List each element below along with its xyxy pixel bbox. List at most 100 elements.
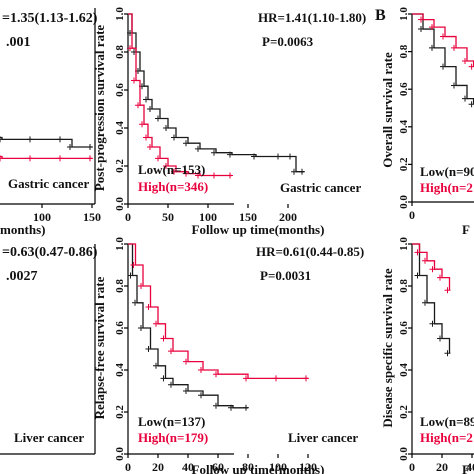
low-censor-mark [444, 350, 451, 357]
high-censor-mark [440, 33, 446, 40]
cancer-label: Gastric cancer [8, 176, 89, 191]
low-censor-mark [183, 140, 189, 147]
panel-left-bottom: =0.63(0.47-0.86) .0027 Liver cancer [0, 244, 98, 455]
x-tick-label: 200 [279, 210, 297, 224]
y-tick-label: 0.2 [114, 405, 126, 419]
high-censor-mark [130, 262, 137, 268]
high-censor-mark [139, 121, 145, 128]
x-tick-label: 0 [409, 208, 415, 222]
low-survival-curve [412, 243, 451, 354]
legend-high: High(n=179) [138, 430, 208, 445]
high-censor-mark [414, 249, 421, 256]
km-plot [412, 243, 451, 357]
low-censor-mark [227, 151, 233, 158]
legend-low: Low(n=137) [138, 414, 205, 429]
legend-low: Low(n=90 [420, 164, 474, 179]
y-tick-label: 0.0 [398, 195, 410, 209]
x-tick-label: 40 [182, 460, 194, 474]
panel-mid-bottom: Relapse-free survival rate 0.00.20.40.60… [92, 237, 364, 474]
low-censor-mark [462, 95, 468, 102]
low-censor-mark [0, 136, 3, 143]
y-tick-label: 0.8 [114, 279, 126, 293]
y-axis-label: Disease specific survival rate [380, 268, 395, 427]
y-ticks: 0.0 0.2 0.4 0.6 0.8 1.0 [114, 7, 128, 211]
panel-right-bottom: Disease specific survival rate 0.0 0.2 0.4… [380, 237, 474, 474]
x-tick-label: 60 [212, 460, 224, 474]
y-tick-label: 0.6 [398, 82, 410, 96]
p-text: P=0.0063 [262, 34, 314, 49]
high-censor-mark [183, 358, 189, 365]
y-tick-label: 0.4 [114, 363, 126, 377]
y-tick-label: 0.2 [114, 159, 126, 173]
low-censor-mark [147, 106, 153, 112]
high-censor-mark [57, 155, 63, 162]
cancer-label: Gastric cancer [280, 180, 361, 195]
high-censor-mark [171, 168, 177, 175]
low-censor-mark [67, 144, 73, 150]
high-censor-mark [131, 77, 137, 84]
y-axis-label: Overall survival rate [380, 52, 395, 168]
high-censor-mark [168, 348, 174, 355]
high-survival-curve [128, 243, 308, 380]
x-tick-label: 0 [125, 210, 131, 224]
y-tick-label: 0.4 [398, 363, 410, 377]
panel-label: B [375, 7, 386, 24]
low-censor-mark [132, 299, 138, 306]
y-tick-label: 1.0 [114, 7, 126, 21]
hr-text: =1.35(1.13-1.62) [2, 11, 98, 26]
cancer-label: Liver cancer [14, 430, 84, 445]
high-censor-mark [243, 375, 249, 382]
x-ticks: 0 [409, 202, 415, 222]
low-censor-mark [160, 375, 167, 382]
legend-high: High(n=2 [420, 180, 473, 195]
y-tick-label: 0.8 [398, 44, 410, 58]
low-survival-curve [0, 136, 92, 148]
y-tick-label: 0.4 [114, 121, 126, 135]
y-tick-label: 0.6 [398, 321, 410, 335]
high-censor-mark [145, 304, 152, 310]
low-censor-mark [168, 381, 174, 388]
y-tick-label: 1.0 [398, 237, 410, 251]
legend-high: High(n=2 [420, 430, 473, 445]
x-axis-label: F [462, 222, 470, 237]
high-censor-mark [153, 320, 159, 327]
x-axis-label: Follow up time(months) [192, 462, 325, 474]
y-tick-label: 1.0 [398, 7, 410, 21]
y-tick-label: 1.0 [114, 237, 126, 251]
high-censor-mark [429, 266, 436, 273]
legend-low: Low(n=153) [138, 162, 205, 177]
low-censor-mark [57, 136, 63, 143]
high-censor-mark [422, 257, 428, 264]
x-tick-label: 0 [409, 460, 415, 474]
high-censor-mark [227, 172, 233, 179]
low-censor-mark [422, 299, 428, 306]
y-ticks: 0.0 0.2 0.4 0.6 0.8 1.0 [398, 7, 412, 209]
y-ticks: 0.0 0.2 0.4 0.6 0.8 1.0 [398, 237, 412, 461]
y-tick-label: 0.8 [114, 45, 126, 59]
high-censor-mark [198, 367, 204, 373]
low-censor-mark [153, 362, 159, 369]
low-censor-mark [183, 388, 189, 394]
low-censor-mark [138, 325, 144, 331]
hr-text: HR=1.41(1.10-1.80) [258, 10, 366, 25]
high-censor-mark [437, 274, 443, 281]
y-tick-label: 0.0 [114, 447, 126, 461]
km-plot [412, 13, 474, 108]
y-tick-label: 0.0 [114, 197, 126, 211]
high-censor-mark [27, 155, 33, 162]
x-tick-label: 100 [33, 210, 51, 224]
x-tick-label: 0 [125, 460, 131, 474]
y-tick-label: 0.6 [114, 321, 126, 335]
low-censor-mark [143, 96, 149, 103]
y-tick-label: 0.4 [398, 119, 410, 133]
high-survival-curve [412, 243, 451, 291]
y-axis-label: Post-progression survival rate [92, 25, 107, 192]
low-censor-mark [429, 320, 436, 327]
x-ticks: 0 50 100 150 200 [125, 204, 297, 224]
low-censor-mark [287, 153, 293, 160]
high-censor-mark [303, 375, 309, 382]
x-tick-label: 150 [239, 210, 257, 224]
y-tick-label: 0.0 [398, 447, 410, 461]
km-plot [127, 243, 309, 411]
high-censor-mark [0, 155, 3, 162]
